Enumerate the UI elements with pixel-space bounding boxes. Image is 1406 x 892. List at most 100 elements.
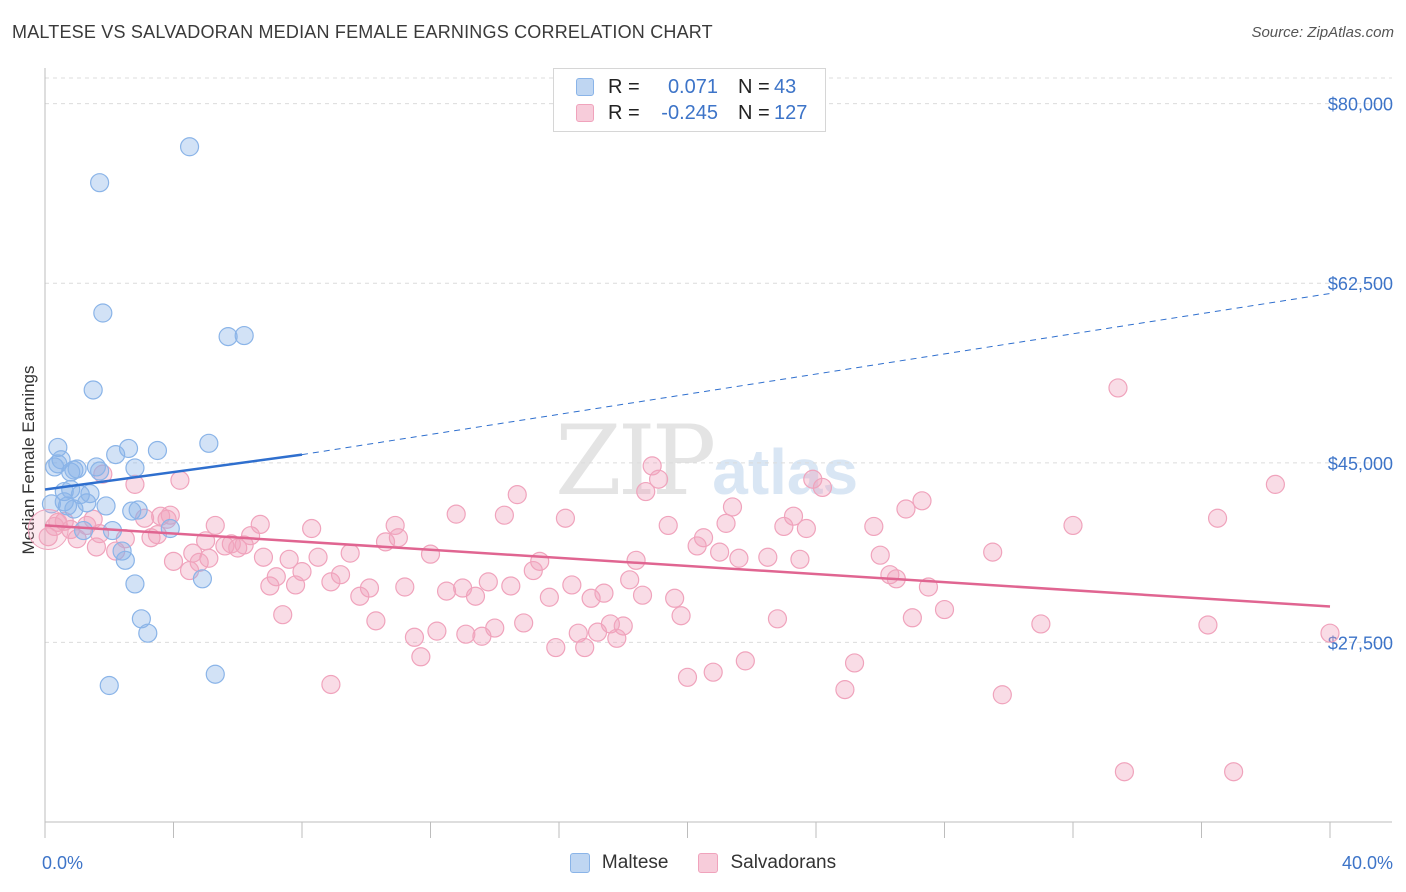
salvadorans-point [1063,515,1083,536]
maltese-point [48,437,68,458]
salvadorans-point [1108,378,1128,398]
salvadorans-point [1265,474,1285,494]
y-axis-label: Median Female Earnings [19,366,38,555]
legend-row-maltese: R = 0.071 N = 43 [576,75,796,99]
salvadorans-point [465,586,486,606]
salvadorans-point [321,674,341,695]
legend-swatch-maltese [576,78,594,96]
watermark: ZIPatlas [555,405,858,517]
chart-title: MALTESE VS SALVADORAN MEDIAN FEMALE EARN… [12,22,713,42]
salvadorans-point [636,481,656,502]
salvadorans-point [485,618,505,638]
salvadorans-point [722,497,743,517]
legend-label-salvadorans: Salvadorans [730,852,837,873]
salvadorans-point [330,565,351,585]
salvadorans-point [620,570,640,590]
salvadorans-point [803,469,823,489]
maltese-point [115,550,135,570]
salvadorans-point [758,547,778,567]
salvadorans-point [912,491,932,511]
maltese-point [83,380,103,400]
maltese-point [147,440,168,461]
maltese-point [90,461,110,481]
salvadorans-point [273,605,293,625]
maltese-point [64,499,84,519]
salvadorans-point [163,551,184,571]
maltese-point [199,433,219,453]
salvadorans-point [38,527,58,547]
salvadorans-cluster-point [27,509,69,551]
salvadorans-point [501,576,521,596]
salvadorans-point [359,578,380,598]
legend-row-salvadorans: R = -0.245 N = 127 [576,101,807,125]
maltese-point [218,327,238,347]
legend-item-salvadorans[interactable]: Salvadorans [698,852,836,874]
salvadorans-point [671,606,691,626]
salvadorans-point [1198,615,1218,635]
salvadorans-point [677,667,698,687]
salvadorans-trend-line [44,524,1331,608]
salvadorans-point [494,505,514,525]
maltese-trend-line [44,453,303,491]
salvadorans-point [844,653,865,673]
watermark-zip: ZIP [555,405,716,517]
salvadorans-point [767,609,788,629]
salvadorans-point [575,637,595,658]
salvadorans-point [404,627,425,647]
maltese-point [125,458,145,478]
salvadorans-point [896,499,916,519]
x-tick-label: 40.0% [1342,853,1393,873]
salvadorans-point [456,624,476,644]
salvadorans-point [388,528,408,548]
salvadorans-point [835,680,855,700]
salvadorans-point [658,515,678,536]
salvadorans-point [983,542,1003,562]
maltese-point [96,496,116,516]
salvadorans-point [562,575,582,595]
salvadorans-point [703,662,723,682]
salvadorans-point [710,542,730,562]
salvadorans-point [160,505,180,525]
maltese-point [131,609,151,629]
y-tick-label: $80,000 [1328,95,1393,115]
salvadorans-point [568,623,588,643]
correlation-legend: R = 0.071 N = 43 R = -0.245 N = 127 [553,68,826,132]
salvadorans-point [266,567,286,587]
legend-swatch-salvadorans [576,104,594,122]
salvadorans-point [581,588,601,608]
legend-n-value: 127 [774,101,808,124]
maltese-point [48,454,68,474]
salvadorans-point [385,515,405,536]
series-legend: Maltese Salvadorans [0,852,1406,874]
y-tick-label: $62,500 [1328,274,1393,294]
legend-swatch-maltese [569,853,590,873]
maltese-point [192,569,213,589]
maltese-trend-extension [301,293,1331,456]
salvadorans-point [1320,623,1340,643]
maltese-point [80,484,100,504]
salvadorans-point [514,613,534,633]
salvadorans-point [539,587,559,607]
salvadorans-point [1207,508,1228,528]
legend-r-label: R = [608,101,640,124]
salvadorans-point [427,621,447,641]
maltese-point [67,459,87,479]
salvadorans-point [902,608,922,628]
salvadorans-point [321,572,341,592]
maltese-point [179,137,200,157]
legend-r-value: -0.245 [661,101,718,124]
legend-r-label: R = [608,75,640,98]
salvadorans-point [350,586,370,606]
maltese-point [128,500,148,520]
salvadorans-point [93,464,113,484]
salvadorans-point [632,585,653,605]
legend-item-maltese[interactable]: Maltese [569,852,668,874]
salvadorans-point [992,685,1012,705]
maltese-point [125,574,145,594]
salvadorans-point [870,545,890,565]
legend-n-label: N = [738,75,770,98]
salvadorans-point [626,550,646,570]
maltese-point [118,438,139,459]
salvadorans-point [774,516,794,537]
